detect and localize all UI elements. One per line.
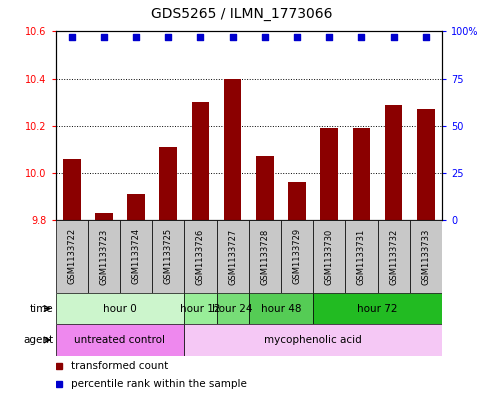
- Bar: [417, 109, 435, 220]
- Bar: [152, 220, 185, 293]
- Text: GSM1133727: GSM1133727: [228, 228, 237, 285]
- Point: [68, 34, 75, 40]
- Bar: [56, 293, 185, 324]
- Text: agent: agent: [23, 335, 53, 345]
- Text: GSM1133722: GSM1133722: [67, 228, 76, 285]
- Text: percentile rank within the sample: percentile rank within the sample: [71, 379, 247, 389]
- Bar: [385, 105, 402, 220]
- Text: GSM1133725: GSM1133725: [164, 228, 173, 285]
- Bar: [216, 220, 249, 293]
- Text: time: time: [29, 303, 53, 314]
- Point: [100, 34, 108, 40]
- Bar: [192, 102, 209, 220]
- Bar: [249, 293, 313, 324]
- Bar: [120, 220, 152, 293]
- Bar: [185, 220, 216, 293]
- Text: GSM1133733: GSM1133733: [421, 228, 430, 285]
- Bar: [256, 156, 274, 220]
- Point: [132, 34, 140, 40]
- Text: transformed count: transformed count: [71, 361, 168, 371]
- Point: [261, 34, 269, 40]
- Bar: [63, 159, 81, 220]
- Bar: [56, 324, 185, 356]
- Point: [293, 34, 301, 40]
- Text: hour 12: hour 12: [180, 303, 221, 314]
- Bar: [185, 293, 216, 324]
- Bar: [185, 324, 442, 356]
- Text: hour 0: hour 0: [103, 303, 137, 314]
- Text: GSM1133731: GSM1133731: [357, 228, 366, 285]
- Text: GSM1133723: GSM1133723: [99, 228, 108, 285]
- Point: [229, 34, 237, 40]
- Bar: [378, 220, 410, 293]
- Point: [357, 34, 365, 40]
- Bar: [216, 293, 249, 324]
- Text: GSM1133728: GSM1133728: [260, 228, 270, 285]
- Point: [197, 34, 204, 40]
- Bar: [281, 220, 313, 293]
- Text: GSM1133726: GSM1133726: [196, 228, 205, 285]
- Bar: [159, 147, 177, 220]
- Bar: [313, 293, 442, 324]
- Bar: [288, 182, 306, 220]
- Text: untreated control: untreated control: [74, 335, 166, 345]
- Text: hour 24: hour 24: [213, 303, 253, 314]
- Bar: [313, 220, 345, 293]
- Text: mycophenolic acid: mycophenolic acid: [264, 335, 362, 345]
- Bar: [95, 213, 113, 220]
- Text: GSM1133730: GSM1133730: [325, 228, 334, 285]
- Text: GSM1133732: GSM1133732: [389, 228, 398, 285]
- Bar: [56, 220, 88, 293]
- Point: [390, 34, 398, 40]
- Bar: [320, 128, 338, 220]
- Point: [326, 34, 333, 40]
- Bar: [88, 220, 120, 293]
- Bar: [127, 194, 145, 220]
- Point: [164, 34, 172, 40]
- Bar: [224, 79, 242, 220]
- Text: GDS5265 / ILMN_1773066: GDS5265 / ILMN_1773066: [151, 7, 332, 21]
- Bar: [249, 220, 281, 293]
- Point: [422, 34, 430, 40]
- Text: GSM1133729: GSM1133729: [293, 228, 301, 285]
- Text: hour 72: hour 72: [357, 303, 398, 314]
- Bar: [353, 128, 370, 220]
- Bar: [345, 220, 378, 293]
- Text: hour 48: hour 48: [261, 303, 301, 314]
- Text: GSM1133724: GSM1133724: [131, 228, 141, 285]
- Bar: [410, 220, 442, 293]
